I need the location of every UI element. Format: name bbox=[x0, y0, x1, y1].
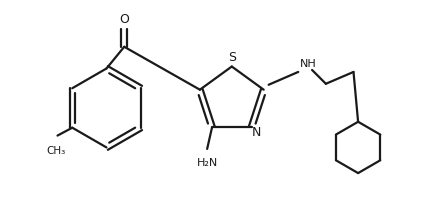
Text: CH₃: CH₃ bbox=[46, 146, 65, 156]
Text: H₂N: H₂N bbox=[197, 158, 218, 168]
Text: S: S bbox=[228, 51, 236, 64]
Text: NH: NH bbox=[300, 59, 317, 69]
Text: N: N bbox=[252, 126, 261, 139]
Text: O: O bbox=[120, 13, 129, 26]
